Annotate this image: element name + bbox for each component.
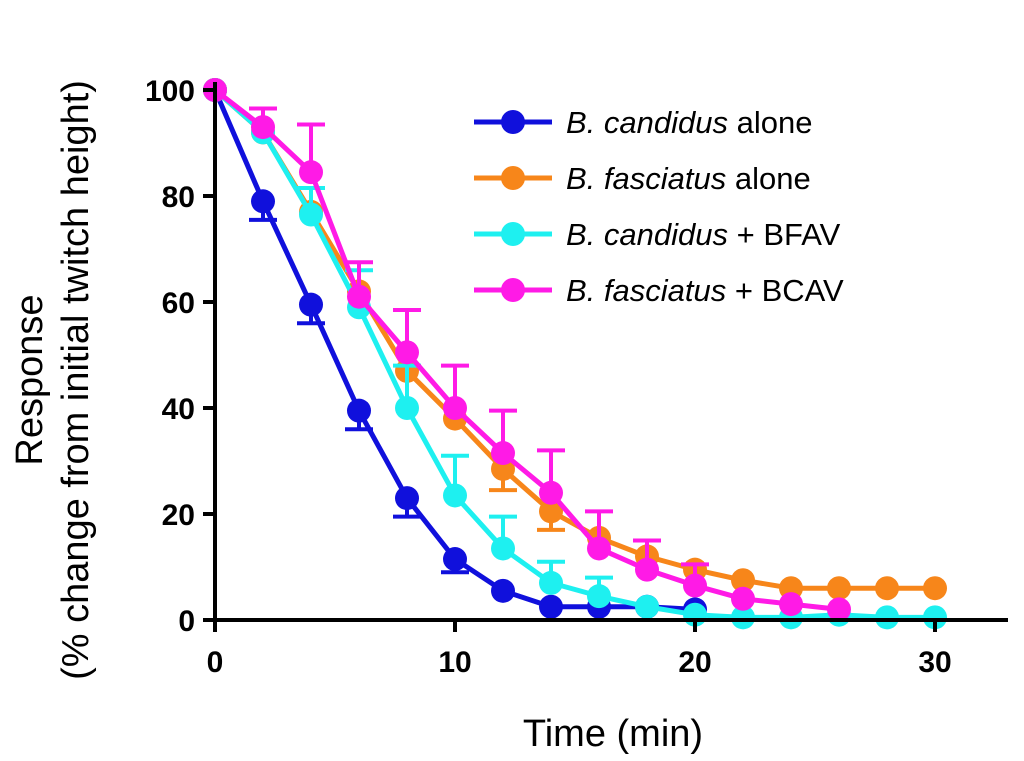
data-point <box>875 605 899 630</box>
legend-suffix: alone <box>728 105 812 140</box>
data-point <box>395 340 419 365</box>
data-point <box>395 486 419 511</box>
data-point <box>731 586 755 611</box>
y-tick-label: 60 <box>162 287 195 320</box>
data-point <box>395 396 419 420</box>
y-tick-label: 40 <box>162 393 195 426</box>
data-point <box>683 573 707 598</box>
legend-species: B. fasciatus <box>566 161 726 196</box>
x-tick-label: 10 <box>438 646 471 679</box>
legend-marker <box>501 278 525 302</box>
series-bf-bcav <box>203 78 851 622</box>
y-tick-label: 20 <box>162 499 195 532</box>
series-line <box>213 88 935 591</box>
legend-item-bc-alone: B. candidus alone <box>474 105 812 140</box>
data-point <box>731 568 755 593</box>
data-point <box>299 292 323 317</box>
legend-label: B. candidus + BFAV <box>566 217 841 252</box>
y-tick-label: 80 <box>162 181 195 214</box>
data-point <box>539 594 563 619</box>
x-tick-label: 20 <box>678 646 711 679</box>
data-point <box>347 398 371 423</box>
legend-item-bc-bfav: B. candidus + BFAV <box>474 217 841 252</box>
data-point <box>827 576 851 601</box>
data-point <box>443 396 467 420</box>
axes-layer: 0 20 40 60 80 100 0 10 20 30 <box>145 75 1008 679</box>
data-point <box>443 547 467 572</box>
data-point <box>587 584 611 609</box>
series-layer <box>203 78 947 630</box>
data-point <box>923 576 947 601</box>
plot-area: 0 20 40 60 80 100 0 10 20 30 <box>145 75 1008 679</box>
legend-label: B. candidus alone <box>566 105 812 140</box>
data-point <box>251 115 275 140</box>
legend-suffix: alone <box>726 161 810 196</box>
legend-item-bf-bcav: B. fasciatus + BCAV <box>474 273 844 308</box>
y-tick-label: 0 <box>178 605 195 638</box>
y-axis-title: Response (% change from initial twitch h… <box>9 80 97 680</box>
legend-suffix: + BFAV <box>728 217 841 252</box>
legend-marker <box>501 166 525 190</box>
legend-label: B. fasciatus alone <box>566 161 811 196</box>
x-tick-label: 0 <box>207 646 224 679</box>
x-tick-label: 30 <box>918 646 951 679</box>
data-point <box>539 570 563 595</box>
data-point <box>443 483 467 508</box>
series-line <box>213 88 935 620</box>
data-point <box>635 557 659 582</box>
y-axis-title-line2: (% change from initial twitch height) <box>55 80 97 680</box>
legend-marker <box>501 222 525 246</box>
data-point <box>635 594 659 619</box>
data-point <box>491 578 515 603</box>
legend-species: B. candidus <box>566 217 728 252</box>
data-point <box>923 605 947 630</box>
data-point <box>731 605 755 630</box>
legend-item-bf-alone: B. fasciatus alone <box>474 161 811 196</box>
data-point <box>251 189 275 214</box>
data-point <box>539 499 563 524</box>
x-axis-title: Time (min) <box>523 713 703 755</box>
data-point <box>491 536 515 561</box>
data-point <box>539 480 563 505</box>
legend-suffix: + BCAV <box>726 273 844 308</box>
data-point <box>827 597 851 622</box>
legend-marker <box>501 110 525 134</box>
legend-label: B. fasciatus + BCAV <box>566 273 844 308</box>
data-point <box>779 592 803 617</box>
legend-species: B. fasciatus <box>566 273 726 308</box>
data-point <box>299 160 323 185</box>
data-point <box>587 536 611 561</box>
data-point <box>347 284 371 309</box>
y-axis-title-line1: Response <box>9 294 51 465</box>
data-point <box>299 202 323 227</box>
legend-species: B. candidus <box>566 105 728 140</box>
data-point <box>491 441 515 466</box>
data-point <box>875 576 899 601</box>
y-tick-label: 100 <box>145 75 195 108</box>
